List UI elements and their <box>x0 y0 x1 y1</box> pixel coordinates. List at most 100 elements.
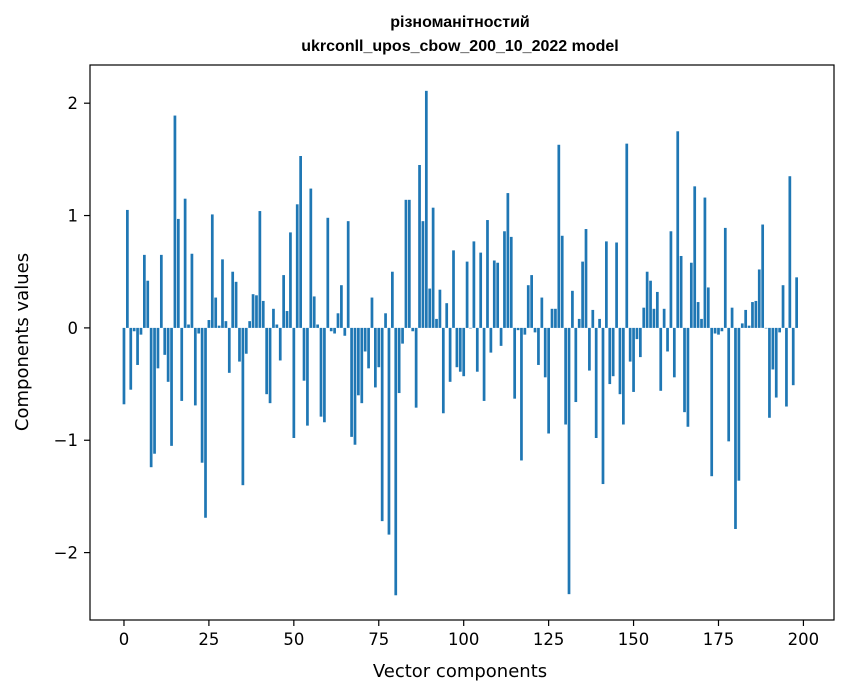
bar <box>278 327 282 361</box>
bar <box>299 156 302 328</box>
bar <box>214 297 218 328</box>
bar <box>720 327 724 332</box>
bar <box>625 143 629 328</box>
bar <box>703 197 707 328</box>
x-tick-label: 125 <box>533 630 565 649</box>
bar <box>788 176 792 328</box>
bar <box>594 327 598 438</box>
bar <box>669 231 673 328</box>
bar <box>747 325 751 328</box>
bar <box>258 211 262 328</box>
bar <box>723 227 727 328</box>
bar <box>343 327 347 336</box>
bar <box>241 327 245 486</box>
bar <box>166 327 170 382</box>
bar <box>176 218 180 328</box>
bar <box>598 318 601 328</box>
bar <box>523 327 527 335</box>
bar <box>540 297 544 328</box>
bar <box>414 327 418 408</box>
bar <box>187 324 190 328</box>
bar <box>285 311 289 328</box>
x-tick-label: 0 <box>119 630 130 649</box>
bar <box>774 327 778 398</box>
bars-group <box>122 90 798 596</box>
bar <box>360 327 364 404</box>
y-tick-label: −1 <box>54 431 78 450</box>
bar <box>693 186 697 328</box>
x-tick-label: 100 <box>448 630 480 649</box>
bar <box>452 250 455 328</box>
bar <box>295 204 299 328</box>
bar <box>200 327 204 463</box>
bar <box>751 302 754 328</box>
bar <box>581 261 584 328</box>
bar <box>601 327 605 485</box>
bar <box>764 327 768 329</box>
y-tick-label: 1 <box>68 207 79 226</box>
bar <box>244 327 248 354</box>
bar <box>696 302 700 328</box>
y-tick-label: −2 <box>54 544 78 563</box>
bar <box>275 324 279 328</box>
bar <box>509 236 513 328</box>
bar <box>652 308 656 328</box>
bar <box>740 323 744 328</box>
bar <box>676 131 680 328</box>
bar <box>363 327 367 352</box>
bar <box>204 327 207 518</box>
bar <box>404 199 408 328</box>
bar <box>350 327 353 437</box>
bar <box>387 327 391 535</box>
bar <box>261 300 265 328</box>
bar <box>649 280 652 328</box>
bar <box>302 327 306 381</box>
bar <box>564 327 567 425</box>
bar <box>781 285 785 328</box>
bar <box>479 252 483 328</box>
bar <box>268 327 272 404</box>
bar <box>465 261 469 328</box>
bar <box>679 255 683 328</box>
x-tick-label: 75 <box>368 630 389 649</box>
bar <box>717 327 720 335</box>
bar <box>486 220 489 328</box>
bar <box>791 327 795 386</box>
bar <box>645 271 649 328</box>
bar <box>163 327 167 355</box>
bar <box>197 327 201 334</box>
bar <box>421 221 425 328</box>
bar <box>659 327 663 391</box>
bar <box>513 327 517 399</box>
bar <box>265 327 269 395</box>
bar <box>795 277 798 328</box>
bar <box>306 327 309 426</box>
bar <box>472 241 476 328</box>
bar <box>312 296 316 328</box>
bar <box>622 327 625 425</box>
bar <box>448 327 452 382</box>
bar <box>744 309 748 328</box>
bar <box>632 327 635 392</box>
bar <box>407 199 411 328</box>
bar <box>227 327 231 373</box>
bar <box>370 297 374 328</box>
bar <box>683 327 686 413</box>
x-tick-label: 25 <box>198 630 219 649</box>
bar <box>482 327 486 401</box>
y-tick-label: 0 <box>68 319 79 338</box>
bar <box>180 327 184 401</box>
bar <box>520 327 523 461</box>
bar <box>662 308 666 328</box>
bar <box>367 327 370 369</box>
bar <box>554 308 557 328</box>
y-axis-label: Components values <box>12 253 33 431</box>
bar <box>584 229 588 328</box>
bar <box>713 327 717 334</box>
bar <box>224 321 228 328</box>
bar <box>635 327 639 340</box>
bar <box>547 327 550 434</box>
bar <box>628 327 632 362</box>
bar <box>156 327 160 369</box>
